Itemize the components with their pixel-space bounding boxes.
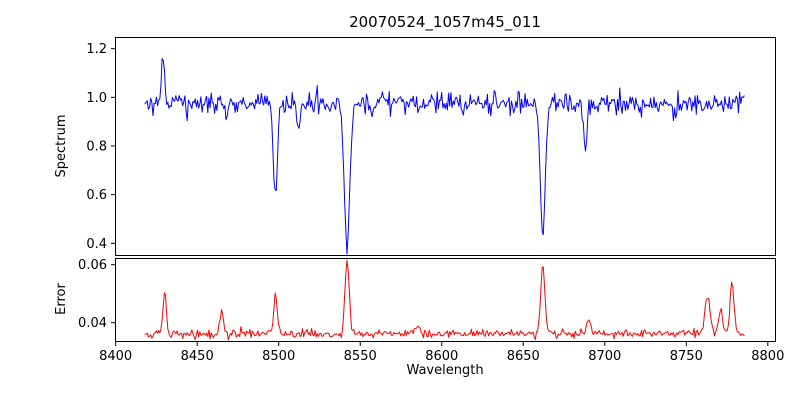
error-ytick-label: 0.04 — [78, 316, 107, 331]
x-axis-ticks: 8400 8450 8500 8550 8600 8650 8700 8750 8800 — [99, 342, 784, 364]
x-tick-label: 8700 — [588, 349, 621, 364]
x-axis-label: Wavelength — [406, 363, 484, 378]
spectrum-axis-label: Spectrum — [54, 114, 69, 178]
chart-title: 20070524_1057m45_011 — [349, 13, 541, 31]
spectrum-panel: 0.4 0.6 0.8 1.0 1.2 — [86, 37, 776, 256]
spectrum-ytick-label: 0.4 — [86, 237, 107, 252]
x-tick-label: 8450 — [181, 349, 214, 364]
spectrum-ytick-label: 0.8 — [86, 140, 107, 155]
x-tick-label: 8750 — [670, 349, 703, 364]
error-ytick-label: 0.06 — [78, 258, 107, 273]
x-tick-label: 8400 — [99, 349, 132, 364]
x-tick-label: 8800 — [751, 349, 784, 364]
x-tick-label: 8600 — [425, 349, 458, 364]
x-tick-label: 8650 — [507, 349, 540, 364]
error-axis-label: Error — [54, 283, 69, 315]
spectrum-line — [144, 58, 745, 255]
x-tick-label: 8500 — [262, 349, 295, 364]
error-panel: 0.04 0.06 — [78, 258, 776, 342]
error-line — [144, 259, 745, 341]
spectrum-ytick-label: 1.2 — [86, 42, 107, 57]
x-tick-label: 8550 — [344, 349, 377, 364]
spectrum-ytick-label: 0.6 — [86, 188, 107, 203]
spectrum-ytick-label: 1.0 — [86, 91, 107, 106]
